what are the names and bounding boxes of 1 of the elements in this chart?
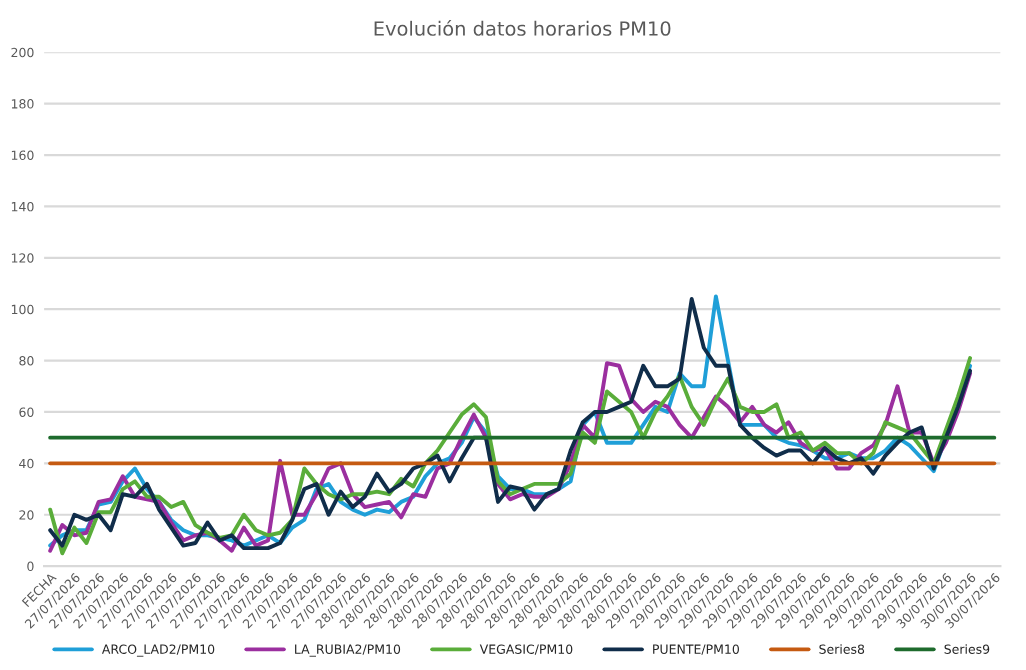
chart-title: Evolución datos horarios PM10 [374, 20, 671, 36]
